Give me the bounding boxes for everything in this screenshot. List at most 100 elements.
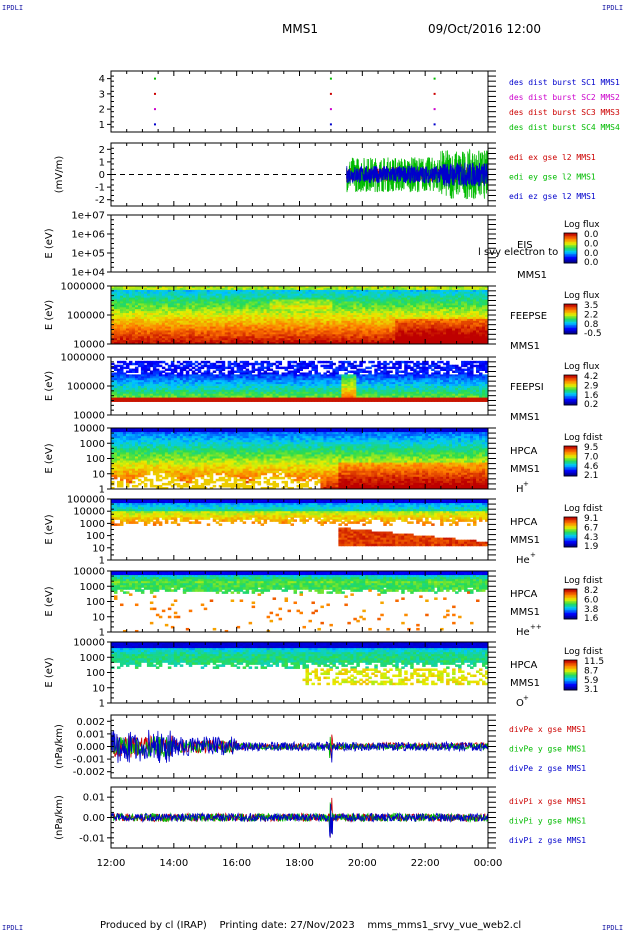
- heatmap-cell: [239, 315, 244, 318]
- heatmap-cell: [143, 324, 148, 328]
- heatmap-cell: [287, 332, 292, 335]
- heatmap-cell: [221, 309, 226, 312]
- heatmap-cell: [302, 289, 306, 293]
- heatmap-cell: [335, 295, 339, 299]
- heatmap-cell: [356, 340, 360, 343]
- heatmap-cell: [176, 303, 181, 306]
- heatmap-cell: [257, 334, 262, 337]
- heatmap-cell: [290, 332, 295, 335]
- heatmap-cell: [278, 332, 283, 335]
- heatmap-cell: [173, 332, 178, 335]
- heatmap-cell: [350, 309, 354, 312]
- heatmap-cell: [179, 326, 184, 330]
- heatmap-cell: [236, 287, 241, 291]
- heatmap-cell: [134, 328, 139, 331]
- heatmap-cell: [128, 305, 133, 308]
- heatmap-cell: [161, 342, 166, 345]
- heatmap-cell: [128, 342, 133, 345]
- heatmap-cell: [128, 315, 133, 318]
- heatmap-cell: [212, 324, 217, 328]
- heatmap-cell: [314, 305, 318, 308]
- heatmap-cell: [197, 340, 202, 343]
- heatmap-cell: [176, 293, 181, 297]
- heatmap-cell: [194, 291, 199, 295]
- heatmap-cell: [359, 334, 363, 337]
- heatmap-cell: [206, 301, 211, 304]
- heatmap-cell: [140, 338, 145, 341]
- heatmap-cell: [200, 315, 205, 318]
- heatmap-cell: [365, 286, 369, 289]
- heatmap-cell: [173, 326, 178, 330]
- heatmap-cell: [251, 303, 256, 306]
- heatmap-cell: [146, 328, 151, 331]
- heatmap-cell: [113, 309, 118, 312]
- heatmap-cell: [203, 313, 208, 316]
- heatmap-cell: [170, 299, 175, 302]
- heatmap-cell: [281, 299, 286, 302]
- heatmap-cell: [290, 299, 295, 302]
- heatmap-cell: [218, 287, 223, 291]
- heatmap-cell: [233, 307, 238, 310]
- heatmap-cell: [161, 301, 166, 304]
- heatmap-cell: [293, 342, 298, 345]
- heatmap-cell: [170, 330, 175, 333]
- heatmap-cell: [116, 286, 121, 289]
- heatmap-cell: [188, 305, 193, 308]
- heatmap-cell: [284, 301, 289, 304]
- heatmap-cell: [143, 326, 148, 330]
- heatmap-cell: [221, 289, 226, 293]
- heatmap-cell: [215, 368, 220, 372]
- heatmap-cell: [221, 287, 226, 291]
- heatmap-cell: [359, 287, 363, 291]
- heatmap-cell: [251, 286, 256, 289]
- heatmap-cell: [377, 316, 381, 320]
- heatmap-cell: [149, 303, 154, 306]
- heatmap-cell: [302, 307, 306, 310]
- heatmap-cell: [194, 315, 199, 318]
- heatmap-cell: [185, 307, 190, 310]
- heatmap-cell: [122, 293, 127, 297]
- heatmap-cell: [335, 322, 339, 326]
- heatmap-cell: [224, 297, 229, 301]
- heatmap-cell: [113, 330, 118, 333]
- heatmap-cell: [218, 316, 223, 320]
- heatmap-cell: [356, 291, 360, 295]
- heatmap-cell: [242, 326, 247, 330]
- heatmap-cell: [221, 332, 226, 335]
- heatmap-cell: [260, 330, 265, 333]
- heatmap-cell: [332, 309, 336, 312]
- heatmap-cell: [365, 295, 369, 299]
- heatmap-cell: [221, 336, 226, 339]
- heatmap-cell: [332, 303, 336, 306]
- heatmap-cell: [125, 340, 130, 343]
- heatmap-cell: [368, 295, 372, 299]
- heatmap-cell: [173, 324, 178, 328]
- heatmap-cell: [173, 338, 178, 341]
- heatmap-cell: [218, 340, 223, 343]
- heatmap-cell: [125, 315, 130, 318]
- heatmap-cell: [266, 320, 271, 324]
- heatmap-cell: [155, 301, 160, 304]
- heatmap-cell: [311, 342, 315, 345]
- heatmap-cell: [257, 295, 262, 299]
- heatmap-cell: [158, 295, 163, 299]
- heatmap-cell: [374, 313, 378, 316]
- heatmap-cell: [179, 311, 184, 314]
- burst-marker-green: [433, 77, 436, 80]
- heatmap-cell: [344, 313, 348, 316]
- heatmap-cell: [116, 287, 121, 291]
- heatmap-cell: [272, 324, 277, 328]
- heatmap-cell: [380, 289, 384, 293]
- heatmap-cell: [185, 293, 190, 297]
- heatmap-cell: [272, 293, 277, 297]
- heatmap-cell: [323, 336, 327, 339]
- heatmap-cell: [275, 320, 280, 324]
- heatmap-cell: [164, 318, 169, 322]
- heatmap-cell: [188, 293, 193, 297]
- heatmap-cell: [125, 336, 130, 339]
- heatmap-cell: [131, 287, 136, 291]
- heatmap-cell: [251, 291, 256, 295]
- heatmap-cell: [170, 334, 175, 337]
- heatmap-cell: [185, 299, 190, 302]
- heatmap-cell: [329, 313, 333, 316]
